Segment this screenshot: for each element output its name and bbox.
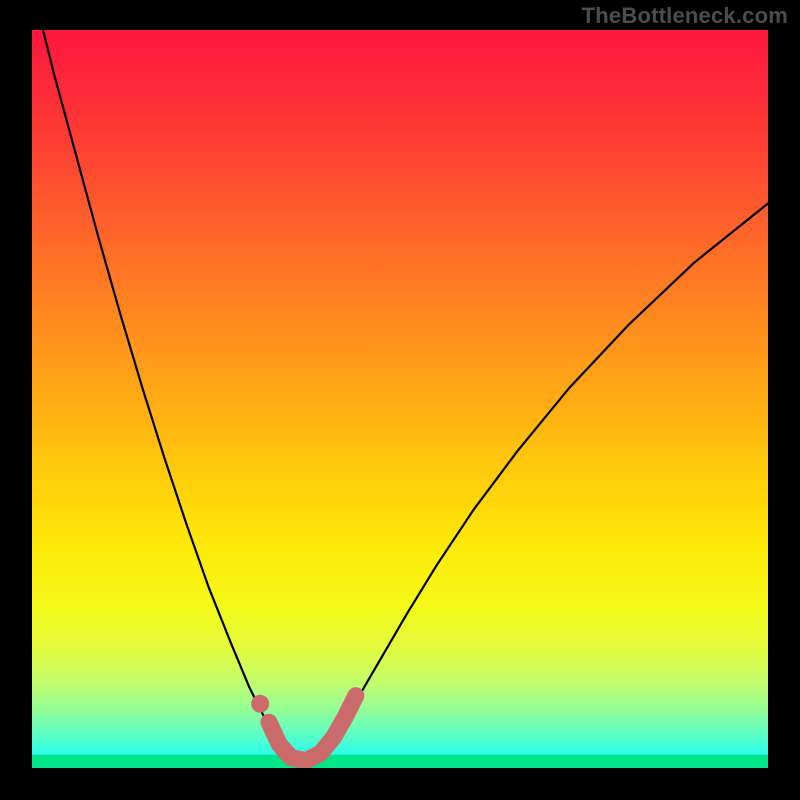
plot-svg [32, 30, 768, 768]
chart-root: TheBottleneck.com [0, 0, 800, 800]
marker-start-dot [251, 695, 269, 713]
bottom-band [32, 755, 768, 768]
watermark-text: TheBottleneck.com [582, 3, 788, 29]
gradient-background [32, 30, 768, 768]
plot-area [32, 30, 768, 768]
